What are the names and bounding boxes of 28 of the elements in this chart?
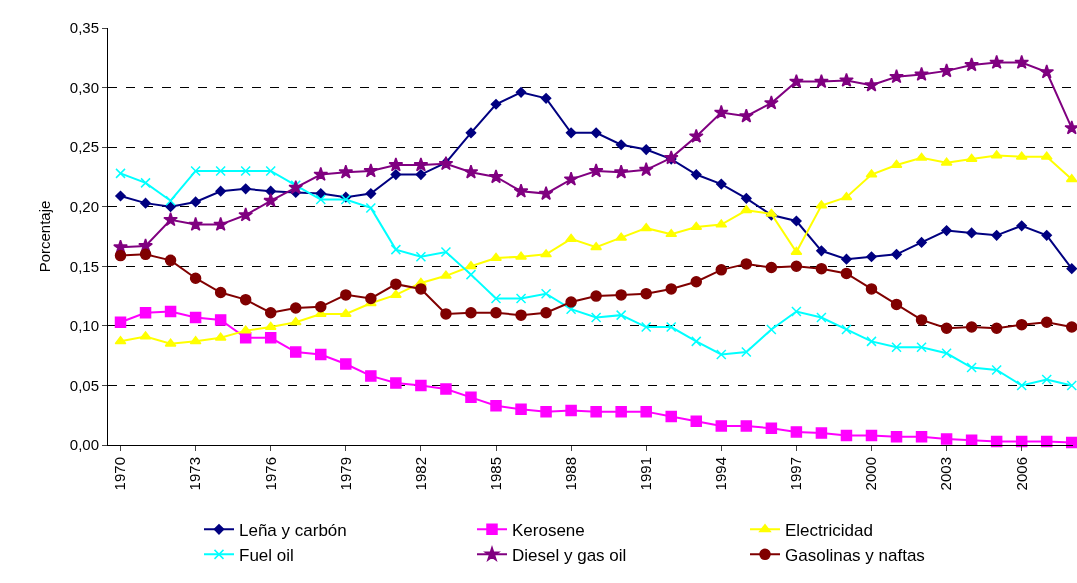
y-tick-label: 0,30 — [69, 78, 99, 96]
x-tick-label: 1970 — [111, 457, 129, 491]
y-tick-label: 0,10 — [69, 317, 99, 335]
legend-label: Diesel y gas oil — [512, 546, 627, 565]
y-tick-label: 0,20 — [69, 197, 99, 215]
y-tick-label: 0,35 — [69, 19, 99, 37]
legend-label: Gasolinas y naftas — [785, 546, 925, 565]
legend-label: Leña y carbón — [239, 520, 347, 540]
legend-label: Kerosene — [512, 520, 585, 540]
x-tick-label: 1973 — [186, 457, 204, 491]
y-tick-label: 0,00 — [69, 436, 99, 454]
x-tick-label: 1988 — [561, 457, 579, 491]
x-tick-label: 1994 — [712, 457, 730, 491]
x-tick-label: 1997 — [787, 457, 805, 491]
legend-label: Electricidad — [785, 520, 873, 540]
x-tick-label: 2003 — [937, 457, 955, 491]
x-tick-label: 1982 — [411, 457, 429, 491]
y-tick-label: 0,15 — [69, 257, 99, 275]
x-tick-label: 2000 — [862, 457, 880, 491]
x-tick-label: 1976 — [261, 457, 279, 491]
x-tick-label: 2006 — [1012, 457, 1030, 491]
x-tick-label: 1991 — [637, 457, 655, 491]
y-axis-title: Porcentaje — [36, 200, 54, 273]
x-tick-label: 1979 — [336, 457, 354, 491]
x-tick-label: 1985 — [486, 457, 504, 491]
y-tick-label: 0,25 — [69, 138, 99, 156]
legend-label: Fuel oil — [239, 546, 294, 565]
y-tick-label: 0,05 — [69, 376, 99, 394]
